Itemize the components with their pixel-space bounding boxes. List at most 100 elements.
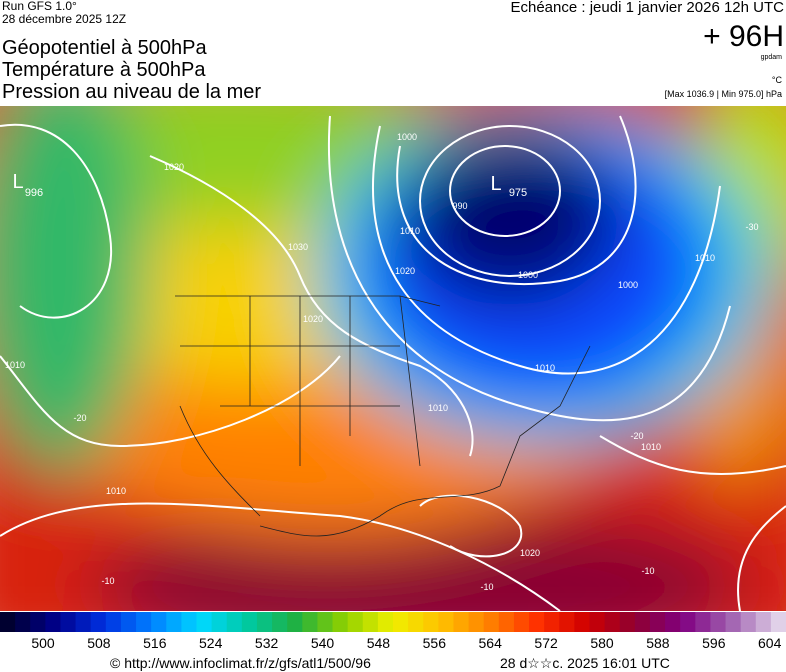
colorbar-swatch: [589, 612, 606, 632]
colorbar-swatch: [302, 612, 318, 632]
map-label: 1010: [5, 360, 25, 370]
colorbar-swatch: [272, 612, 288, 632]
colorbar-swatch: [544, 612, 560, 632]
colorbar-swatch: [680, 612, 696, 632]
map: L 996 L 97510009901010102010301020102010001…: [0, 106, 786, 611]
colorbar-swatch: [196, 612, 213, 632]
run-label: Run GFS 1.0°: [2, 0, 77, 13]
colorbar-swatch: [0, 612, 16, 632]
colorbar-swatch: [770, 612, 786, 632]
colorbar-swatch: [15, 612, 31, 632]
map-label: 1020: [520, 548, 540, 558]
colorbar: [0, 612, 786, 632]
lead-time: + 96H: [703, 20, 784, 53]
colorbar-label: 596: [702, 635, 726, 651]
colorbar-label: 580: [590, 635, 614, 651]
unit-label: gpdam: [760, 54, 782, 61]
colorbar-swatch: [498, 612, 515, 632]
map-label: 1010: [428, 403, 448, 413]
map-label: 990: [452, 201, 467, 211]
colorbar-swatch: [740, 612, 757, 632]
map-label: -10: [480, 582, 493, 592]
colorbar-swatch: [211, 612, 228, 632]
colorbar-swatch: [619, 612, 636, 632]
run-date: 28 décembre 2025 12Z: [2, 12, 127, 26]
map-label: 975: [509, 187, 527, 199]
colorbar-swatch: [166, 612, 182, 632]
map-label: 1010: [535, 363, 555, 373]
colorbar-swatch: [362, 612, 379, 632]
colorbar-swatch: [30, 612, 46, 632]
map-title: Géopotentiel à 500hPa: [2, 37, 207, 59]
colorbar-swatch: [151, 612, 167, 632]
colorbar-swatch: [60, 612, 77, 632]
colorbar-swatch: [136, 612, 152, 632]
map-label: 1010: [400, 226, 420, 236]
source-url: © http://www.infoclimat.fr/z/gfs/atl1/50…: [110, 655, 371, 671]
colorbar-swatch: [120, 612, 137, 632]
colorbar-swatch: [695, 612, 711, 632]
colorbar-swatch: [468, 612, 485, 632]
colorbar-swatch: [408, 612, 424, 632]
colorbar-swatch: [90, 612, 107, 632]
map-label: 1010: [695, 253, 715, 263]
unit-label: °C: [771, 75, 782, 85]
colorbar-label: 516: [143, 635, 167, 651]
colorbar-label: 564: [478, 635, 502, 651]
map-label: 1020: [164, 162, 184, 172]
colorbar-swatch: [105, 612, 122, 632]
colorbar-swatch: [755, 612, 772, 632]
colorbar-swatch: [574, 612, 590, 632]
map-label: 1000: [397, 132, 417, 142]
colorbar-swatch: [393, 612, 409, 632]
colorbar-swatch: [332, 612, 349, 632]
valid-time: Echéance : jeudi 1 janvier 2026 12h UTC: [510, 0, 784, 16]
colorbar-swatch: [665, 612, 681, 632]
colorbar-label: 508: [87, 635, 111, 651]
map-title: Pression au niveau de la mer: [2, 81, 262, 103]
colorbar-label: 532: [254, 635, 279, 651]
map-label: -10: [101, 576, 114, 586]
colorbar-swatch: [287, 612, 303, 632]
map-label: 1020: [303, 314, 323, 324]
map-label: 1020: [395, 266, 415, 276]
colorbar-label: 556: [422, 635, 446, 651]
isobars: [0, 115, 786, 611]
colorbar-swatch: [181, 612, 197, 632]
colorbar-swatch: [377, 612, 394, 632]
borders: [175, 295, 591, 537]
map-label: 1000: [618, 280, 638, 290]
colorbar-label: 548: [366, 635, 391, 651]
generated-time: 28 d☆☆c. 2025 16:01 UTC: [500, 655, 670, 671]
colorbar-swatch: [634, 612, 651, 632]
map-label: -20: [73, 413, 86, 423]
colorbar-swatch: [75, 612, 92, 632]
colorbar-label: 572: [534, 635, 558, 651]
map-label: L: [12, 171, 23, 193]
colorbar-swatch: [45, 612, 61, 632]
colorbar-swatch: [529, 612, 545, 632]
map-label: 996: [25, 187, 43, 199]
map-label: -20: [630, 431, 643, 441]
colorbar-label: 540: [310, 635, 335, 651]
colorbar-swatch: [649, 612, 666, 632]
map-label: L: [490, 173, 501, 195]
colorbar-swatch: [513, 612, 530, 632]
colorbar-swatch: [453, 612, 470, 632]
map-label: 1010: [641, 442, 661, 452]
colorbar-label: 524: [199, 635, 223, 651]
colorbar-swatch: [423, 612, 439, 632]
map-label: 1030: [288, 242, 308, 252]
pressure-range: [Max 1036.9 | Min 975.0] hPa: [664, 89, 782, 99]
map-title: Température à 500hPa: [2, 59, 206, 81]
colorbar-label: 604: [758, 635, 782, 651]
map-label: 1010: [106, 486, 126, 496]
map-label: -30: [745, 222, 758, 232]
colorbar-swatch: [226, 612, 243, 632]
colorbar-swatch: [347, 612, 364, 632]
colorbar-swatch: [725, 612, 742, 632]
colorbar-swatch: [483, 612, 500, 632]
colorbar-swatch: [710, 612, 727, 632]
colorbar-swatch: [559, 612, 575, 632]
